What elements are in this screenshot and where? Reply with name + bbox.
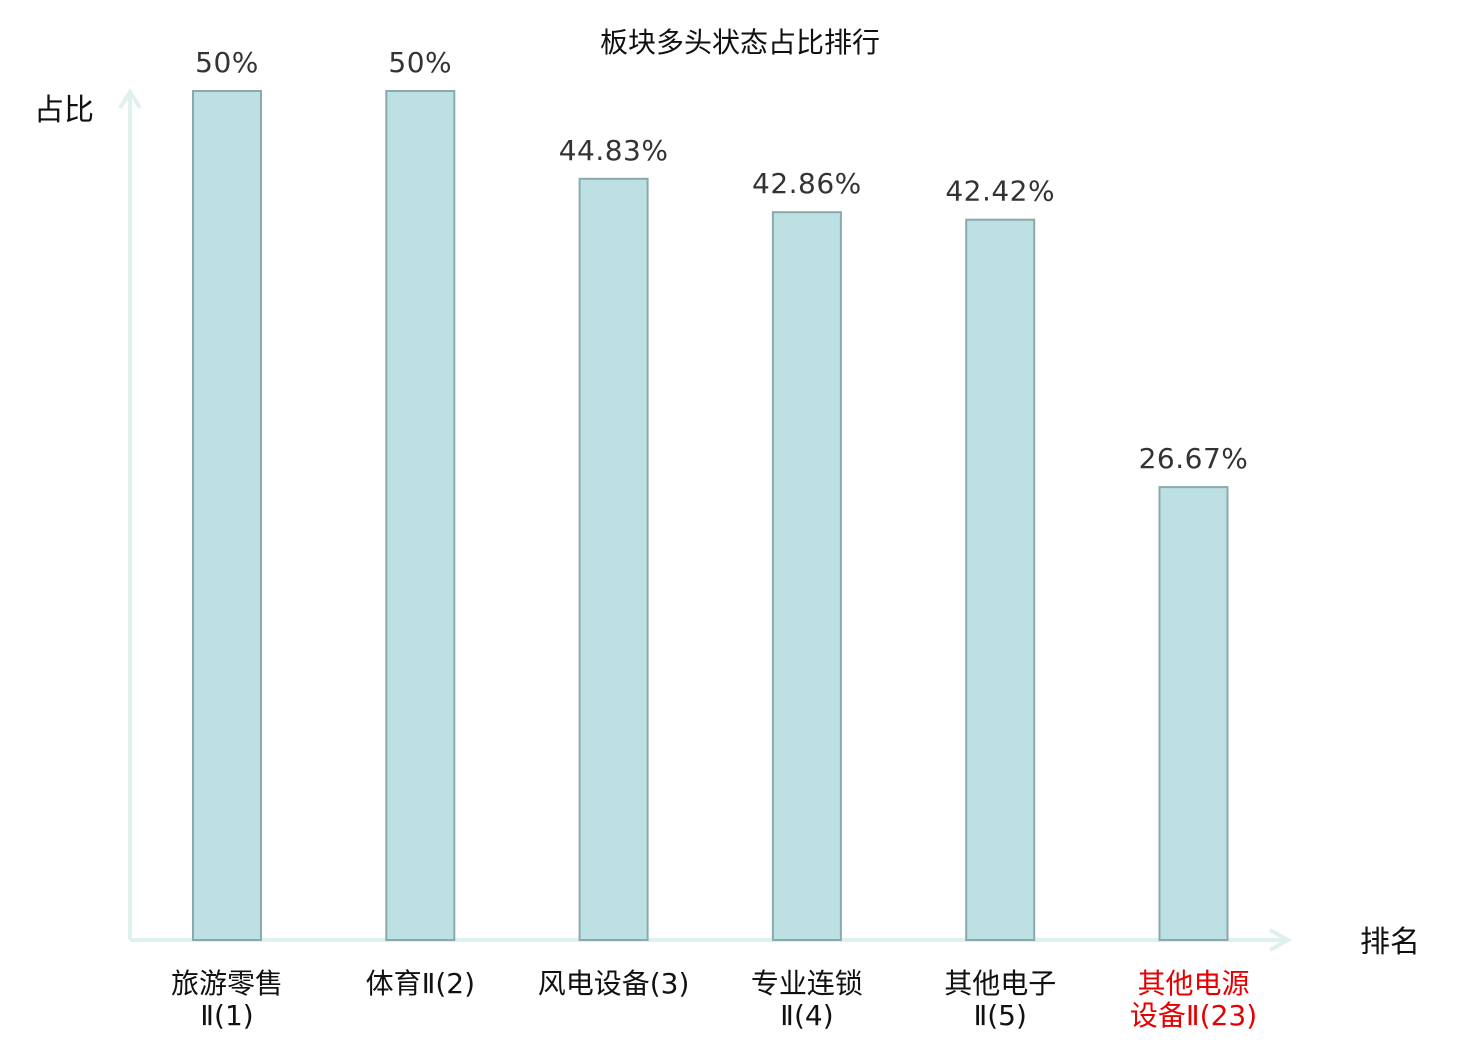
tick-label-2: 体育Ⅱ(2) (366, 967, 475, 1000)
x-axis (130, 928, 1293, 952)
bar-3 (578, 177, 649, 942)
data-label-5: 42.42% (945, 175, 1055, 208)
y-axis (118, 88, 142, 940)
bar-1 (192, 90, 262, 941)
data-labels: 50% 50% 44.83% 42.86% 42.42% 26.67% (195, 46, 1248, 475)
data-label-6: 26.67% (1139, 442, 1249, 475)
data-label-3: 44.83% (559, 134, 669, 167)
x-axis-label: 排名 (1360, 925, 1420, 960)
data-label-2: 50% (388, 46, 452, 79)
chart-title: 板块多头状态占比排行 (600, 26, 880, 59)
bar-4 (771, 211, 842, 941)
bar-series (192, 90, 1229, 942)
tick-label-4: 专业连锁 Ⅱ(4) (751, 967, 863, 1032)
x-tick-labels: 旅游零售 Ⅱ(1) 体育Ⅱ(2) 风电设备(3) 专业连锁 Ⅱ(4) 其他电子 Ⅱ(5) 其他电… (171, 967, 1257, 1032)
bar-5 (965, 218, 1036, 941)
bar-2 (385, 90, 456, 941)
bar-6 (1158, 486, 1229, 941)
tick-label-1: 旅游零售 Ⅱ(1) (171, 967, 283, 1032)
tick-label-6: 其他电源设备Ⅱ(23) (1130, 967, 1257, 1032)
data-label-1: 50% (195, 46, 259, 79)
tick-label-3: 风电设备(3) (538, 967, 690, 1000)
data-label-4: 42.86% (752, 167, 862, 200)
y-axis-label: 占比 (34, 93, 94, 128)
tick-label-5: 其他电子 Ⅱ(5) (944, 967, 1056, 1032)
